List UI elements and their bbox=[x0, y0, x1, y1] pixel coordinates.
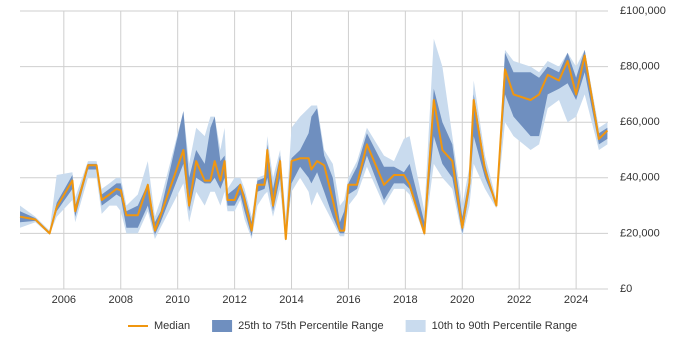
y-tick-label: £0 bbox=[620, 283, 632, 295]
x-tick-label: 2024 bbox=[564, 294, 588, 306]
median-line bbox=[19, 54, 609, 240]
legend-swatch bbox=[405, 320, 426, 332]
x-tick-label: 2010 bbox=[165, 294, 189, 306]
x-tick-label: 2014 bbox=[279, 294, 303, 306]
x-tick-label: 2008 bbox=[109, 294, 133, 306]
legend-label: 25th to 75th Percentile Range bbox=[238, 320, 384, 332]
x-tick-label: 2016 bbox=[336, 294, 360, 306]
x-tick-label: 2012 bbox=[222, 294, 246, 306]
y-tick-label: £20,000 bbox=[620, 227, 660, 239]
band bbox=[20, 49, 608, 241]
x-tick-label: 2006 bbox=[52, 294, 76, 306]
x-tick-label: 2020 bbox=[450, 294, 474, 306]
x-tick-label: 2022 bbox=[507, 294, 531, 306]
y-tick-label: £60,000 bbox=[620, 116, 660, 128]
y-tick-label: £100,000 bbox=[620, 5, 666, 17]
legend-label: 10th to 90th Percentile Range bbox=[432, 320, 578, 332]
legend-label: Median bbox=[154, 320, 190, 332]
y-tick-label: £80,000 bbox=[620, 61, 660, 73]
legend: Median 25th to 75th Percentile Range 10th … bbox=[128, 320, 577, 332]
legend-swatch bbox=[212, 320, 233, 332]
y-tick-label: £40,000 bbox=[620, 172, 660, 184]
x-tick-label: 2018 bbox=[393, 294, 417, 306]
